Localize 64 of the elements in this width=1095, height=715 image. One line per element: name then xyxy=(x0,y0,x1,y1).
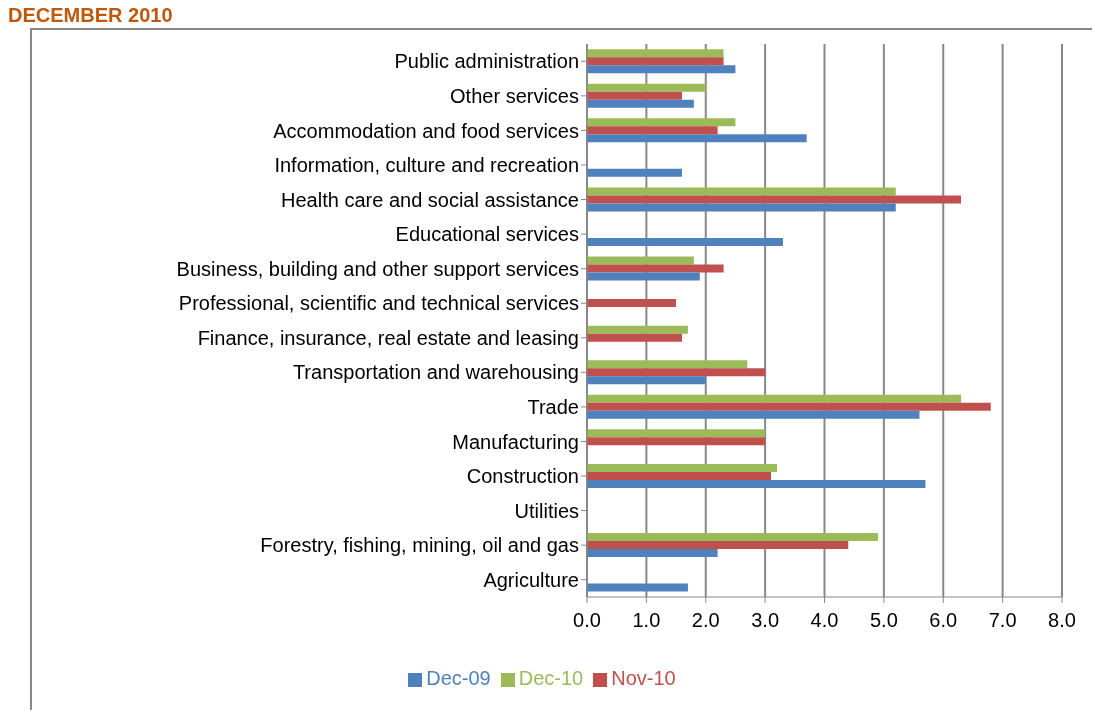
y-tick-label: Professional, scientific and technical services xyxy=(178,292,579,315)
text: DECEMBER 2010 xyxy=(8,4,173,27)
bar xyxy=(587,256,694,265)
legend-label: Nov-10 xyxy=(611,667,676,689)
bar xyxy=(587,463,777,472)
bar xyxy=(587,126,718,135)
bar xyxy=(587,99,694,108)
bar xyxy=(587,325,688,334)
y-tick-label: Public administration xyxy=(394,50,579,73)
bar xyxy=(587,134,807,143)
bar xyxy=(587,583,688,592)
y-tick-label: Forestry, fishing, mining, oil and gas xyxy=(260,534,579,557)
x-tick-label: 1.0 xyxy=(632,609,661,632)
x-tick-label: 7.0 xyxy=(988,609,1017,632)
bar xyxy=(587,272,700,281)
bar xyxy=(587,195,962,204)
y-tick-label: Trade xyxy=(527,396,579,419)
bar xyxy=(587,65,736,74)
x-tick-label: 6.0 xyxy=(929,609,958,632)
bar xyxy=(587,238,783,246)
bar xyxy=(587,541,849,550)
y-tick-label: Information, culture and recreation xyxy=(274,154,579,177)
x-tick-label: 8.0 xyxy=(1048,609,1076,632)
x-tick-label: 3.0 xyxy=(751,609,780,632)
bar xyxy=(587,394,962,403)
bar xyxy=(587,437,766,446)
y-tick-label: Transportation and warehousing xyxy=(292,361,579,384)
bar xyxy=(587,368,766,377)
bar xyxy=(587,333,682,342)
y-tick-label: Other services xyxy=(450,84,579,107)
bar xyxy=(587,83,706,92)
bar xyxy=(587,118,736,127)
x-tick-label: 0.0 xyxy=(573,609,601,632)
bar xyxy=(587,187,896,196)
legend-label: Dec-10 xyxy=(518,667,584,689)
bar xyxy=(587,479,926,488)
bar xyxy=(587,429,766,438)
bar xyxy=(587,91,682,100)
y-tick-label: Manufacturing xyxy=(452,430,579,453)
y-tick-label: Health care and social assistance xyxy=(281,188,579,211)
x-tick-label: 5.0 xyxy=(869,609,898,632)
legend-label: Dec-09 xyxy=(426,667,491,689)
y-tick-label: Utilities xyxy=(514,499,579,522)
bar xyxy=(587,49,724,58)
bar xyxy=(587,264,724,273)
y-tick-label: Construction xyxy=(466,465,579,488)
bar xyxy=(587,549,718,558)
bar xyxy=(587,402,991,411)
x-tick-label: 4.0 xyxy=(810,609,839,632)
y-tick-label: Educational services xyxy=(395,223,579,246)
bar xyxy=(587,410,920,419)
bar xyxy=(587,299,677,308)
y-tick-label: Accommodation and food services xyxy=(273,119,579,142)
bar xyxy=(587,533,878,542)
bar xyxy=(587,57,724,66)
y-tick-label: Business, building and other support services xyxy=(176,257,579,280)
y-tick-label: Finance, insurance, real estate and leasing xyxy=(197,326,579,349)
bar xyxy=(587,471,772,480)
bar xyxy=(587,376,706,385)
bar xyxy=(587,168,682,177)
y-tick-label: Agriculture xyxy=(483,568,579,591)
bar xyxy=(587,203,896,212)
bar xyxy=(587,360,748,369)
x-tick-label: 2.0 xyxy=(691,609,720,632)
